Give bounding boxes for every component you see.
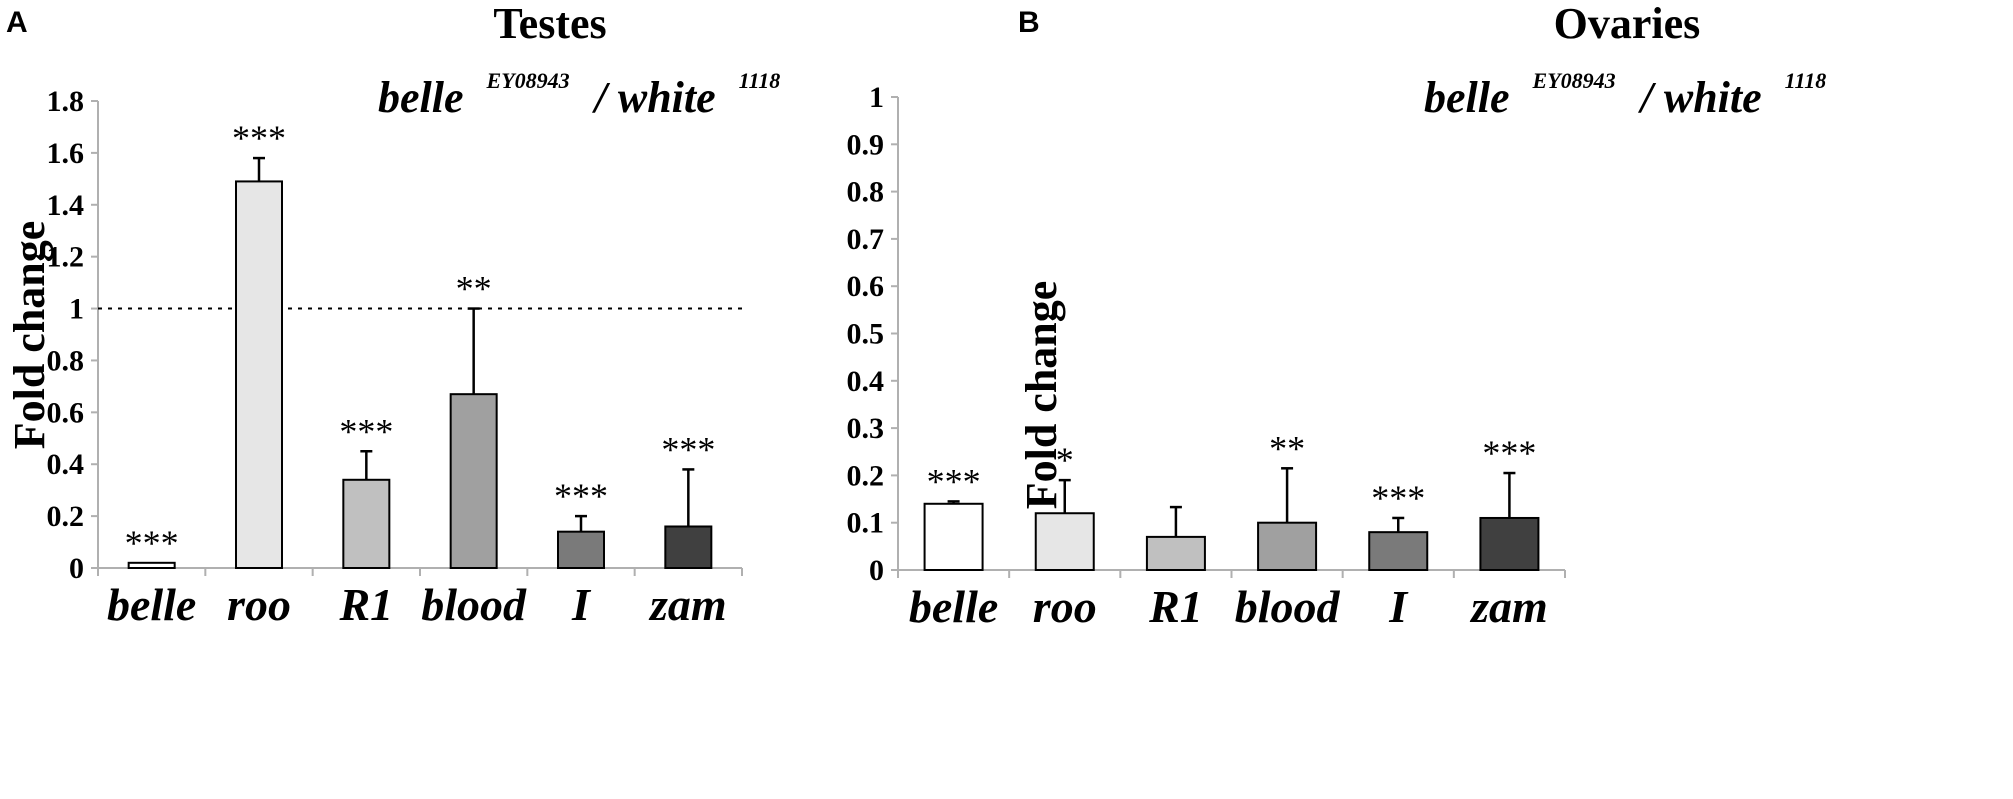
panel-a-y-tick-label: 1.4 xyxy=(47,189,85,222)
panel-a-genotype: belle EY08943 / white 1118 xyxy=(378,49,780,122)
panel-a-significance-I: *** xyxy=(554,476,608,516)
panel-b-y-tick-label: 0.4 xyxy=(847,365,885,398)
panel-a-x-tick-label-I: I xyxy=(571,579,592,630)
panel-b-y-tick-label: 0.3 xyxy=(847,412,885,445)
panel-a-plot: 0 0.2 0.4 0.6 0.8 1 1.2 1.4 1.6 1.8 *** belle *** roo… xyxy=(47,85,743,630)
panel-b-significance-roo: * xyxy=(1056,440,1074,480)
panel-b-genotype-separator: / white xyxy=(1638,73,1762,122)
panel-b-x-tick-label-blood: blood xyxy=(1235,581,1341,632)
panel-b-letter: B xyxy=(1018,6,1040,39)
panel-b-genotype: belle EY08943 / white 1118 xyxy=(1424,49,1826,122)
panel-b-x-tick-label-I: I xyxy=(1388,581,1409,632)
panel-b-x-tick-label-roo: roo xyxy=(1033,581,1097,632)
panel-a-x-tick-label-roo: roo xyxy=(227,579,291,630)
panel-a-bar-blood xyxy=(449,393,498,569)
panel-a-genotype-gene: belle xyxy=(378,73,464,122)
panel-a-genotype-separator: / white xyxy=(592,73,716,122)
panel-b-y-tick-label: 1 xyxy=(869,81,884,114)
panel-a-genotype-allele: EY08943 xyxy=(486,68,570,93)
panel-a-x-tick-label-belle: belle xyxy=(107,579,196,630)
panel-b-significance-I: *** xyxy=(1371,478,1425,518)
panel-b-plot: 0 0.1 0.2 0.3 0.4 0.5 0.6 0.7 0.8 0.9 1 *** belle * ro… xyxy=(847,81,1566,632)
panel-a-y-tick-label: 0.6 xyxy=(47,396,85,429)
panel-a-bar-R1 xyxy=(342,478,391,569)
panel-b-y-tick-label: 0.1 xyxy=(847,507,885,540)
panel-a-testes: A Testes belle EY08943 / white 1118 Fold… xyxy=(5,0,780,630)
panel-a-significance-belle: *** xyxy=(125,523,179,563)
panel-a-title: Testes xyxy=(493,0,606,48)
panel-a-x-tick-label-zam: zam xyxy=(648,579,727,630)
panel-a-y-tick-label: 1.8 xyxy=(47,85,85,118)
panel-b-y-tick-label: 0.7 xyxy=(847,223,885,256)
panel-b-y-tick-label: 0.9 xyxy=(847,128,885,161)
panel-b-genotype-gene: belle xyxy=(1424,73,1510,122)
panel-b-bar-R1 xyxy=(1145,535,1206,572)
panel-b-y-tick-label: 0.6 xyxy=(847,270,885,303)
panel-b-y-axis-label: Fold change xyxy=(1017,281,1066,510)
panel-a-y-tick-label: 0 xyxy=(69,552,84,585)
panel-a-y-tick-label: 1 xyxy=(69,293,84,326)
panel-b-y-tick-label: 0.2 xyxy=(847,459,885,492)
panel-b-bar-I xyxy=(1368,531,1429,571)
panel-a-genotype-control: 1118 xyxy=(739,68,781,93)
panel-b-significance-blood: ** xyxy=(1269,428,1305,468)
panel-b-x-tick-label-zam: zam xyxy=(1469,581,1548,632)
panel-b-y-tick-label: 0.5 xyxy=(847,318,885,351)
panel-b-bar-roo xyxy=(1034,512,1095,571)
panel-b-significance-zam: *** xyxy=(1482,433,1536,473)
panel-a-x-tick-label-blood: blood xyxy=(421,579,527,630)
panel-b-bar-belle xyxy=(923,502,984,571)
panel-b-y-tick-label: 0.8 xyxy=(847,176,885,209)
panel-a-significance-roo: *** xyxy=(232,118,286,158)
panel-a-y-tick-label: 0.2 xyxy=(47,500,85,533)
panel-a-bar-zam xyxy=(664,525,713,570)
panel-b-genotype-control: 1118 xyxy=(1785,68,1827,93)
panel-b-bar-blood xyxy=(1257,521,1318,572)
panel-b-genotype-allele: EY08943 xyxy=(1532,68,1616,93)
panel-b-ovaries: B Ovaries belle EY08943 / white 1118 Fol… xyxy=(847,0,1827,632)
panel-a-bar-I xyxy=(557,530,605,570)
panel-b-x-tick-label-belle: belle xyxy=(909,581,998,632)
panel-a-y-tick-label: 1.6 xyxy=(47,137,85,170)
panel-a-y-tick-label: 1.2 xyxy=(47,241,85,274)
panel-a-y-axis-label: Fold change xyxy=(5,221,54,450)
panel-a-significance-zam: *** xyxy=(661,429,715,469)
panel-a-bar-roo xyxy=(235,180,283,570)
panel-b-bar-zam xyxy=(1479,516,1540,571)
panel-a-letter: A xyxy=(6,6,28,39)
panel-a-y-tick-label: 0.8 xyxy=(47,344,85,377)
panel-a-x-tick-label-R1: R1 xyxy=(338,579,393,630)
panel-b-x-tick-label-R1: R1 xyxy=(1148,581,1203,632)
panel-a-significance-R1: *** xyxy=(339,411,393,451)
panel-a-y-tick-label: 0.4 xyxy=(47,448,85,481)
panel-b-y-tick-label: 0 xyxy=(869,554,884,587)
panel-a-significance-blood: ** xyxy=(456,269,492,309)
panel-a-bar-belle xyxy=(127,561,176,569)
panel-b-significance-belle: *** xyxy=(927,461,981,501)
panel-b-title: Ovaries xyxy=(1554,0,1701,48)
